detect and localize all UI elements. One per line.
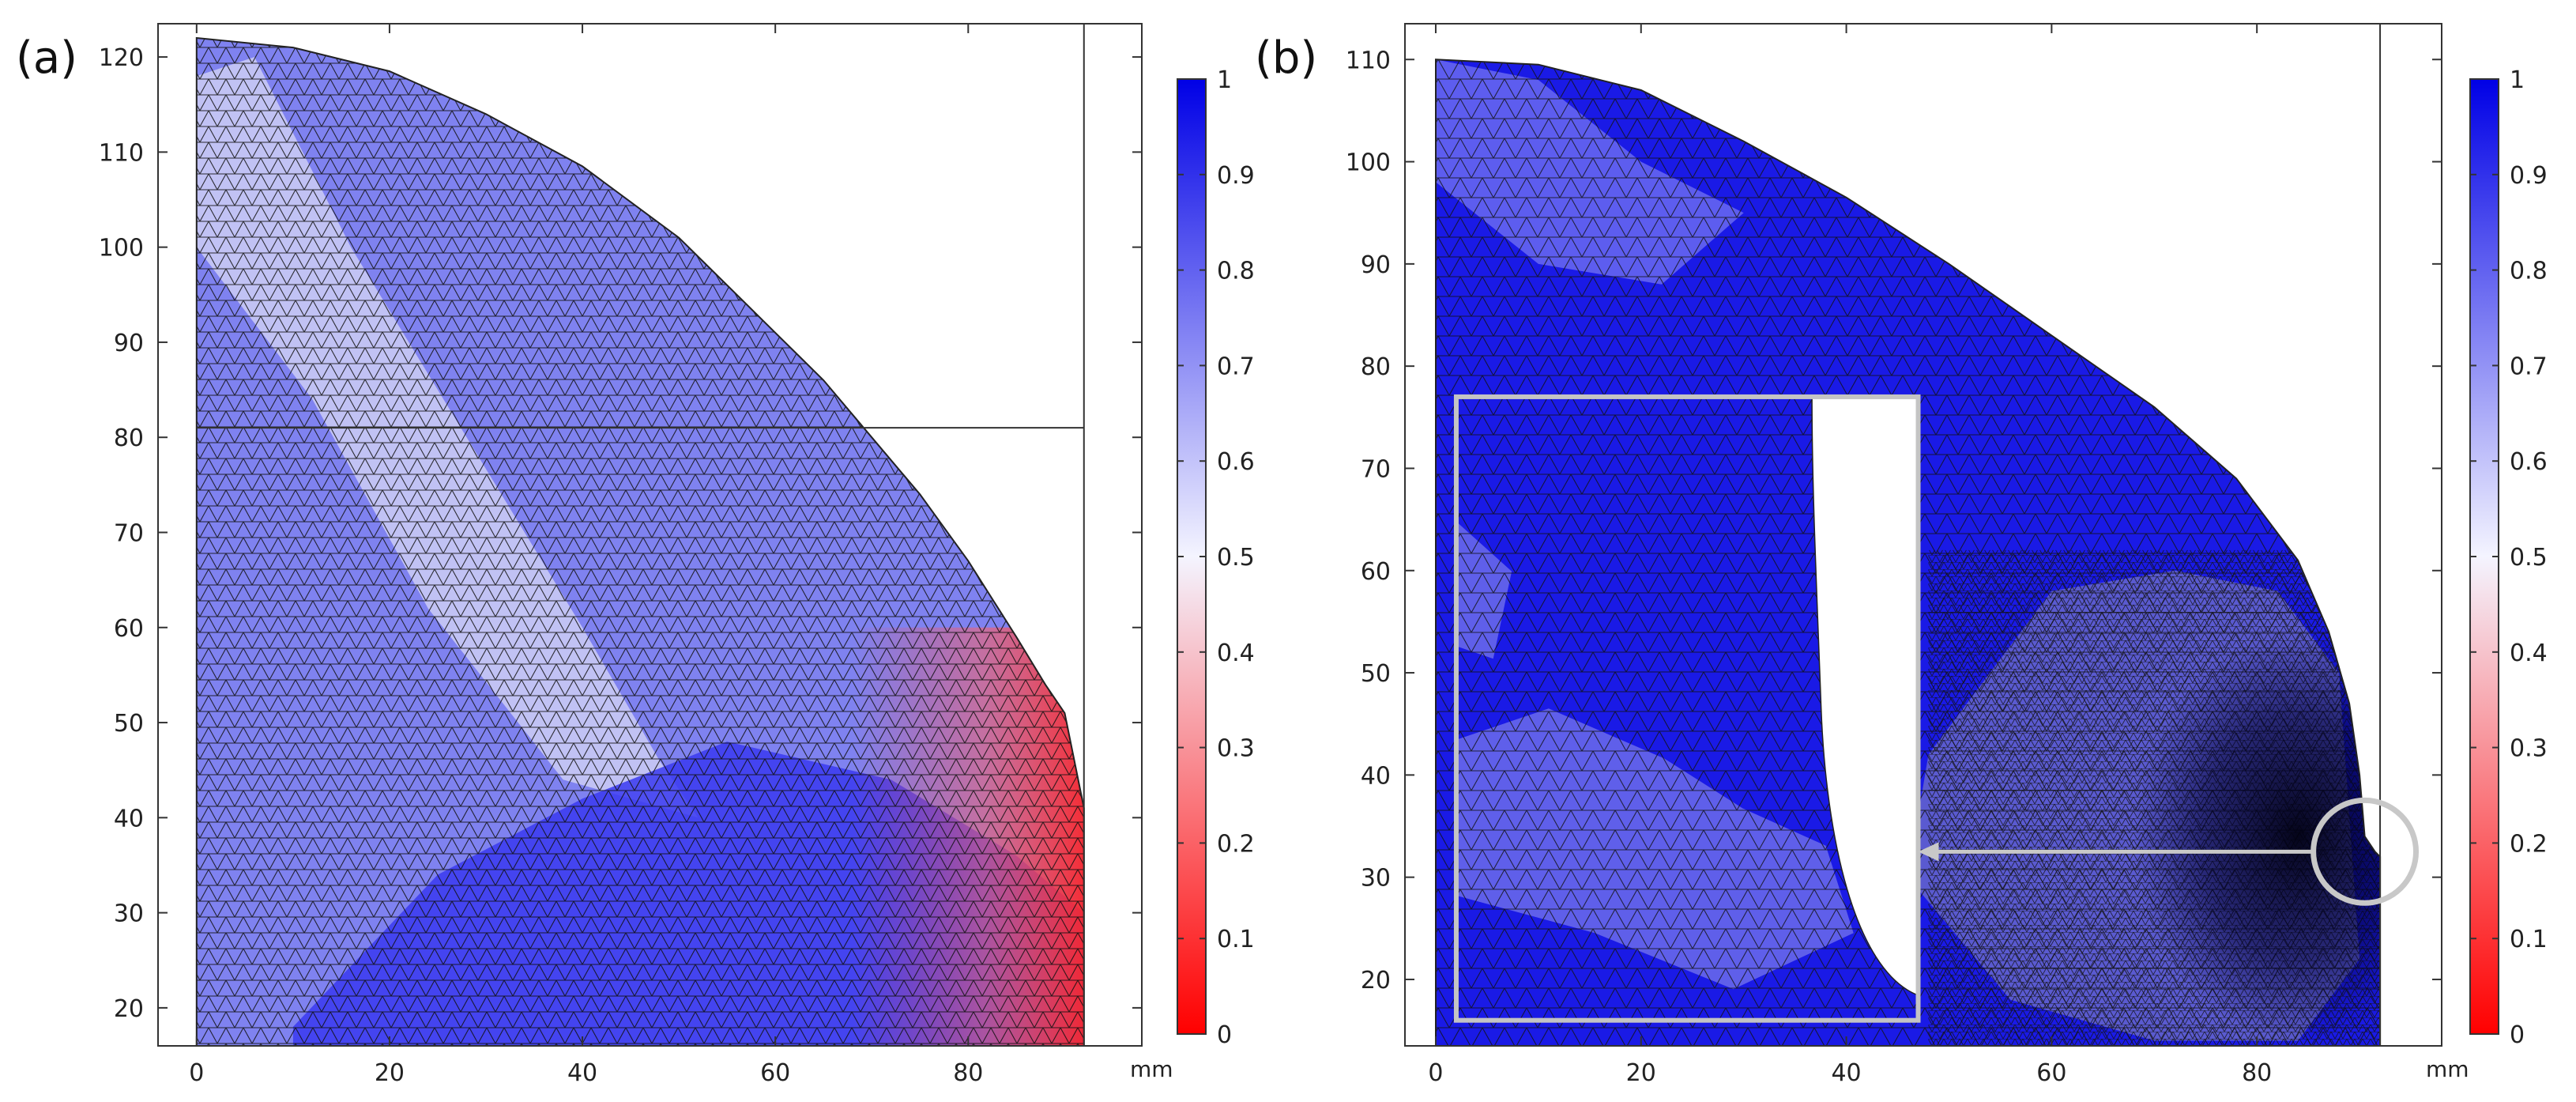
cb-label-0.7: 0.7: [1217, 353, 1255, 380]
cb-label-0.8: 0.8: [2510, 258, 2548, 285]
cb-label-0.3: 0.3: [1217, 735, 1255, 763]
cb-label-0.1: 0.1: [2510, 926, 2548, 953]
cb-label-0: 0: [2510, 1021, 2525, 1049]
magnify-arrowhead: [1918, 842, 1939, 862]
y-tick-label-30: 30: [1361, 865, 1391, 893]
panel-a-colorbar: 0 0.1 0.2 0.3 0.4 0.5 0.6 0.7 0.8 0.9 1: [1177, 66, 1255, 1049]
cb-label-0.6: 0.6: [1217, 448, 1255, 476]
panel-b-axis-ticks: 0 20 40 60 80 20 30 40 50 60 70 80 90 100 110: [1346, 24, 2442, 1087]
cb-label-0.5: 0.5: [1217, 544, 1255, 572]
y-tick-label-80: 80: [1361, 353, 1391, 381]
y-tick-label-90: 90: [1361, 251, 1391, 279]
panel-b-axes-frame: [1404, 23, 2442, 1047]
y-tick-label-20: 20: [1361, 967, 1391, 994]
y-tick-label-40: 40: [114, 805, 144, 832]
x-tick-label-80: 80: [2242, 1059, 2272, 1087]
panel-b: (b) 0 20 40 60 80 20 30 40 50 60 70 80 90 100 110 mm 0…: [1255, 23, 2548, 1087]
x-tick-label-40: 40: [567, 1059, 597, 1087]
x-tick-label-20: 20: [375, 1059, 405, 1087]
x-tick-label-0: 0: [189, 1059, 204, 1087]
y-tick-label-40: 40: [1361, 762, 1391, 790]
cb-label-0: 0: [1217, 1021, 1232, 1049]
cb-label-0.4: 0.4: [2510, 640, 2548, 667]
y-tick-label-110: 110: [1346, 47, 1391, 74]
y-tick-label-110: 110: [99, 139, 144, 167]
cb-label-0.2: 0.2: [1217, 830, 1255, 858]
panel-b-label: (b): [1255, 32, 1317, 84]
y-tick-label-30: 30: [114, 900, 144, 928]
x-tick-label-0: 0: [1428, 1059, 1443, 1087]
x-tick-label-20: 20: [1626, 1059, 1656, 1087]
panel-b-colorbar: 0 0.1 0.2 0.3 0.4 0.5 0.6 0.7 0.8 0.9 1: [2469, 66, 2548, 1049]
panel-b-unit-label: mm: [2426, 1056, 2469, 1082]
panel-a-mesh-field: [196, 38, 1084, 1046]
x-tick-label-40: 40: [1831, 1059, 1861, 1087]
x-tick-label-80: 80: [953, 1059, 983, 1087]
y-tick-label-50: 50: [1361, 660, 1391, 688]
inset-frame: [1453, 394, 1921, 1023]
cb-label-0.7: 0.7: [2510, 353, 2548, 380]
x-tick-label-60: 60: [2036, 1059, 2066, 1087]
y-tick-label-80: 80: [114, 425, 144, 452]
panel-a-reference-lines: [196, 24, 1085, 1046]
y-tick-label-60: 60: [1361, 558, 1391, 586]
panel-b-inset: [1453, 394, 1921, 1023]
panel-b-colorbar-ticks: 0 0.1 0.2 0.3 0.4 0.5 0.6 0.7 0.8 0.9 1: [2470, 66, 2548, 1049]
y-tick-label-100: 100: [1346, 149, 1391, 177]
y-tick-label-120: 120: [99, 44, 144, 72]
y-tick-label-90: 90: [114, 330, 144, 357]
panel-a: (a) 0 20 40 60 80 20 30 40 50 60 70 80 90 100 110 120 m…: [16, 23, 1255, 1087]
cb-label-0.8: 0.8: [1217, 258, 1255, 285]
inset-white-gap: [1811, 396, 1919, 997]
y-tick-label-70: 70: [114, 519, 144, 547]
panel-a-axes-frame: [157, 23, 1143, 1047]
panel-a-unit-label: mm: [1130, 1056, 1173, 1082]
panel-a-axis-ticks: 0 20 40 60 80 20 30 40 50 60 70 80 90 100 110 120: [99, 24, 1142, 1087]
cb-label-0.1: 0.1: [1217, 926, 1255, 953]
panel-a-mesh-lines: [196, 38, 1084, 1046]
cb-label-0.6: 0.6: [2510, 448, 2548, 476]
y-tick-label-100: 100: [99, 235, 144, 262]
y-tick-label-60: 60: [114, 615, 144, 643]
cb-label-1: 1: [1217, 66, 1232, 94]
panel-a-label: (a): [16, 32, 77, 84]
y-tick-label-70: 70: [1361, 455, 1391, 483]
cb-label-0.9: 0.9: [1217, 162, 1255, 190]
cb-label-0.2: 0.2: [2510, 830, 2548, 858]
cb-label-0.4: 0.4: [1217, 640, 1255, 667]
y-tick-label-50: 50: [114, 710, 144, 738]
panel-a-colorbar-ticks: 0 0.1 0.2 0.3 0.4 0.5 0.6 0.7 0.8 0.9 1: [1177, 66, 1255, 1049]
cb-label-0.9: 0.9: [2510, 162, 2548, 190]
cb-label-1: 1: [2510, 66, 2525, 94]
cb-label-0.5: 0.5: [2510, 544, 2548, 572]
x-tick-label-60: 60: [760, 1059, 790, 1087]
cb-label-0.3: 0.3: [2510, 735, 2548, 763]
y-tick-label-20: 20: [114, 995, 144, 1023]
